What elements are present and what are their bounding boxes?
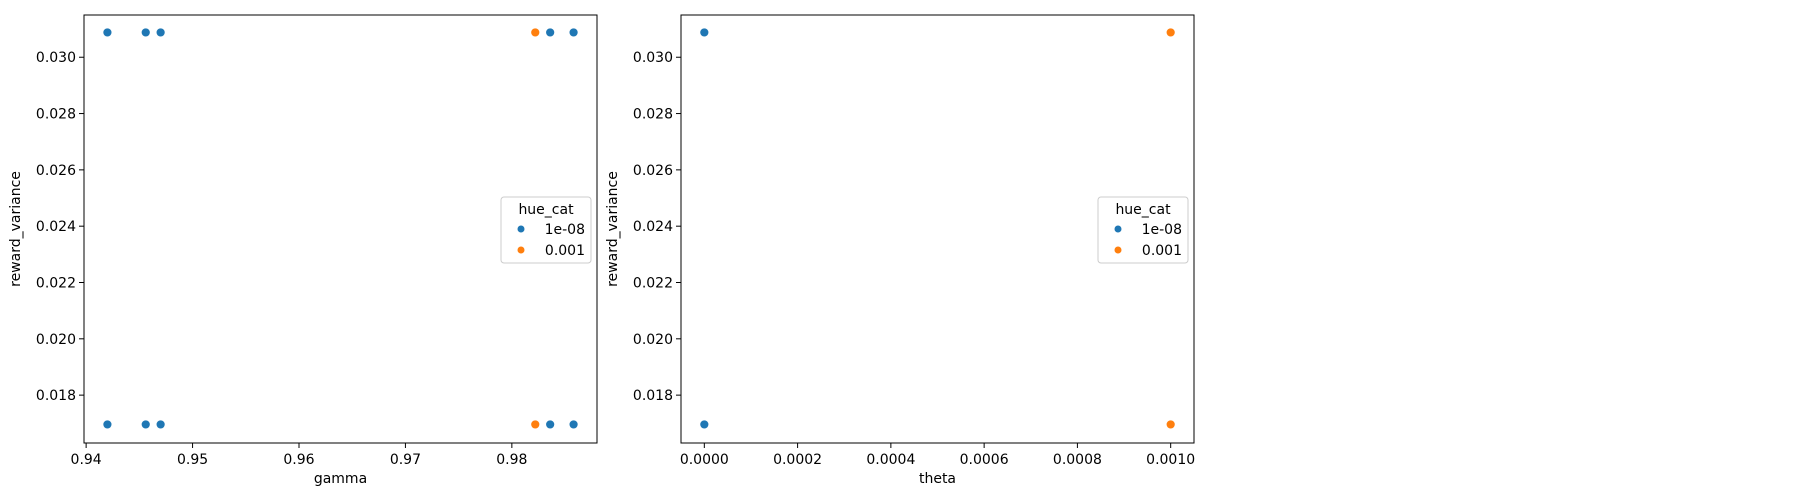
x-tick-label: 0.0010 bbox=[1146, 452, 1195, 468]
data-point-1e-08 bbox=[102, 419, 113, 430]
legend-box bbox=[500, 196, 592, 264]
y-tick-label: 0.020 bbox=[633, 332, 673, 348]
scatter-points bbox=[699, 27, 1176, 430]
legend-label-1e-08: 1e-08 bbox=[1142, 222, 1182, 238]
data-point-1e-08 bbox=[545, 419, 556, 430]
theta-scatter-panel: 0.018 0.020 0.022 0.024 0.026 0.028 0.030 0.00… bbox=[605, 14, 1195, 487]
legend-title: hue_cat bbox=[1115, 202, 1171, 218]
scatter-points bbox=[102, 27, 579, 430]
legend: hue_cat 1e-08 0.001 bbox=[500, 196, 592, 264]
x-tick-label: 0.0004 bbox=[866, 452, 915, 468]
legend-box bbox=[1097, 196, 1189, 264]
data-point-1e-08 bbox=[699, 27, 710, 38]
y-tick-label: 0.030 bbox=[633, 50, 673, 66]
x-tick-label: 0.98 bbox=[496, 452, 527, 468]
data-point-1e-08 bbox=[140, 27, 151, 38]
x-axis-label: gamma bbox=[314, 471, 367, 487]
x-tick-label: 0.96 bbox=[283, 452, 314, 468]
data-point-1e-08 bbox=[545, 27, 556, 38]
data-point-1e-08 bbox=[140, 419, 151, 430]
y-tick-label: 0.024 bbox=[633, 219, 673, 235]
legend-label-1e-08: 1e-08 bbox=[545, 222, 585, 238]
plot-area-frame bbox=[83, 14, 598, 444]
x-tick-label: 0.0000 bbox=[680, 452, 729, 468]
gamma-scatter-panel: 0.018 0.020 0.022 0.024 0.026 0.028 0.030 0.94… bbox=[8, 14, 598, 487]
x-tick-label: 0.94 bbox=[71, 452, 102, 468]
x-axis-ticks: 0.0000 0.0002 0.0004 0.0006 0.0008 0.0010 bbox=[680, 443, 1195, 468]
data-point-1e-08 bbox=[568, 419, 579, 430]
y-tick-label: 0.024 bbox=[36, 219, 76, 235]
x-tick-label: 0.0006 bbox=[960, 452, 1009, 468]
y-axis-label: reward_variance bbox=[605, 171, 621, 287]
x-axis-label: theta bbox=[919, 471, 956, 487]
y-tick-label: 0.022 bbox=[633, 276, 673, 292]
y-tick-label: 0.026 bbox=[633, 163, 673, 179]
y-tick-label: 0.022 bbox=[36, 276, 76, 292]
y-tick-label: 0.018 bbox=[633, 388, 673, 404]
data-point-1e-08 bbox=[155, 419, 166, 430]
legend-marker-0.001 bbox=[517, 246, 525, 254]
legend-marker-0.001 bbox=[1114, 246, 1122, 254]
x-axis-ticks: 0.94 0.95 0.96 0.97 0.98 bbox=[71, 443, 527, 468]
y-tick-label: 0.030 bbox=[36, 50, 76, 66]
data-point-1e-08 bbox=[699, 419, 710, 430]
legend-label-0.001: 0.001 bbox=[545, 243, 585, 259]
y-axis-label: reward_variance bbox=[8, 171, 24, 287]
x-tick-label: 0.0008 bbox=[1053, 452, 1102, 468]
y-tick-label: 0.020 bbox=[36, 332, 76, 348]
data-point-1e-08 bbox=[102, 27, 113, 38]
legend-marker-1e-08 bbox=[517, 225, 525, 233]
legend: hue_cat 1e-08 0.001 bbox=[1097, 196, 1189, 264]
y-axis-ticks: 0.018 0.020 0.022 0.024 0.026 0.028 0.030 bbox=[36, 50, 84, 404]
legend-title: hue_cat bbox=[518, 202, 574, 218]
data-point-0.001 bbox=[530, 419, 541, 430]
x-tick-label: 0.95 bbox=[177, 452, 208, 468]
data-point-1e-08 bbox=[568, 27, 579, 38]
y-tick-label: 0.026 bbox=[36, 163, 76, 179]
y-axis-ticks: 0.018 0.020 0.022 0.024 0.026 0.028 0.030 bbox=[633, 50, 681, 404]
data-point-1e-08 bbox=[155, 27, 166, 38]
data-point-0.001 bbox=[1165, 419, 1176, 430]
y-tick-label: 0.028 bbox=[633, 107, 673, 123]
x-tick-label: 0.97 bbox=[390, 452, 421, 468]
legend-label-0.001: 0.001 bbox=[1142, 243, 1182, 259]
data-point-0.001 bbox=[530, 27, 541, 38]
data-point-0.001 bbox=[1165, 27, 1176, 38]
y-tick-label: 0.018 bbox=[36, 388, 76, 404]
plot-area-frame bbox=[680, 14, 1195, 444]
y-tick-label: 0.028 bbox=[36, 107, 76, 123]
x-tick-label: 0.0002 bbox=[773, 452, 822, 468]
legend-marker-1e-08 bbox=[1114, 225, 1122, 233]
